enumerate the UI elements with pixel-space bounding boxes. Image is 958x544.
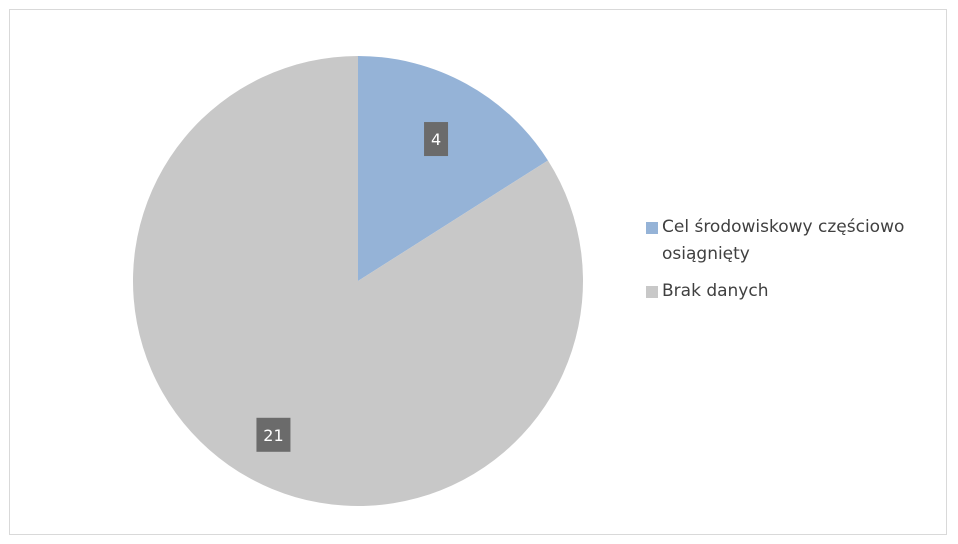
- data-label-box: [256, 417, 291, 452]
- legend-label: Cel środowiskowy częściowo osiągnięty: [662, 217, 905, 264]
- legend-item-partially-achieved: Cel środowiskowy częściowo osiągnięty: [646, 214, 951, 268]
- legend-item-no-data: Brak danych: [646, 278, 951, 305]
- pie-slices: [132, 56, 583, 507]
- data-label-text: 4: [431, 130, 441, 149]
- data-labels: 4 21: [256, 122, 449, 452]
- legend: Cel środowiskowy częściowo osiągnięty Br…: [646, 214, 951, 315]
- data-label-cel-srodowiskowy-czesciowo-osiagniety: 4: [424, 122, 449, 157]
- legend-swatch: [646, 222, 658, 234]
- data-label-box: [424, 122, 449, 157]
- pie-slice-brak-danych: [132, 56, 583, 507]
- legend-label: Brak danych: [662, 281, 769, 301]
- legend-swatch: [646, 286, 658, 298]
- data-label-text: 21: [263, 426, 283, 445]
- data-label-brak-danych: 21: [256, 417, 291, 452]
- pie-slice-cel-srodowiskowy-czesciowo-osiagniety: [358, 56, 548, 281]
